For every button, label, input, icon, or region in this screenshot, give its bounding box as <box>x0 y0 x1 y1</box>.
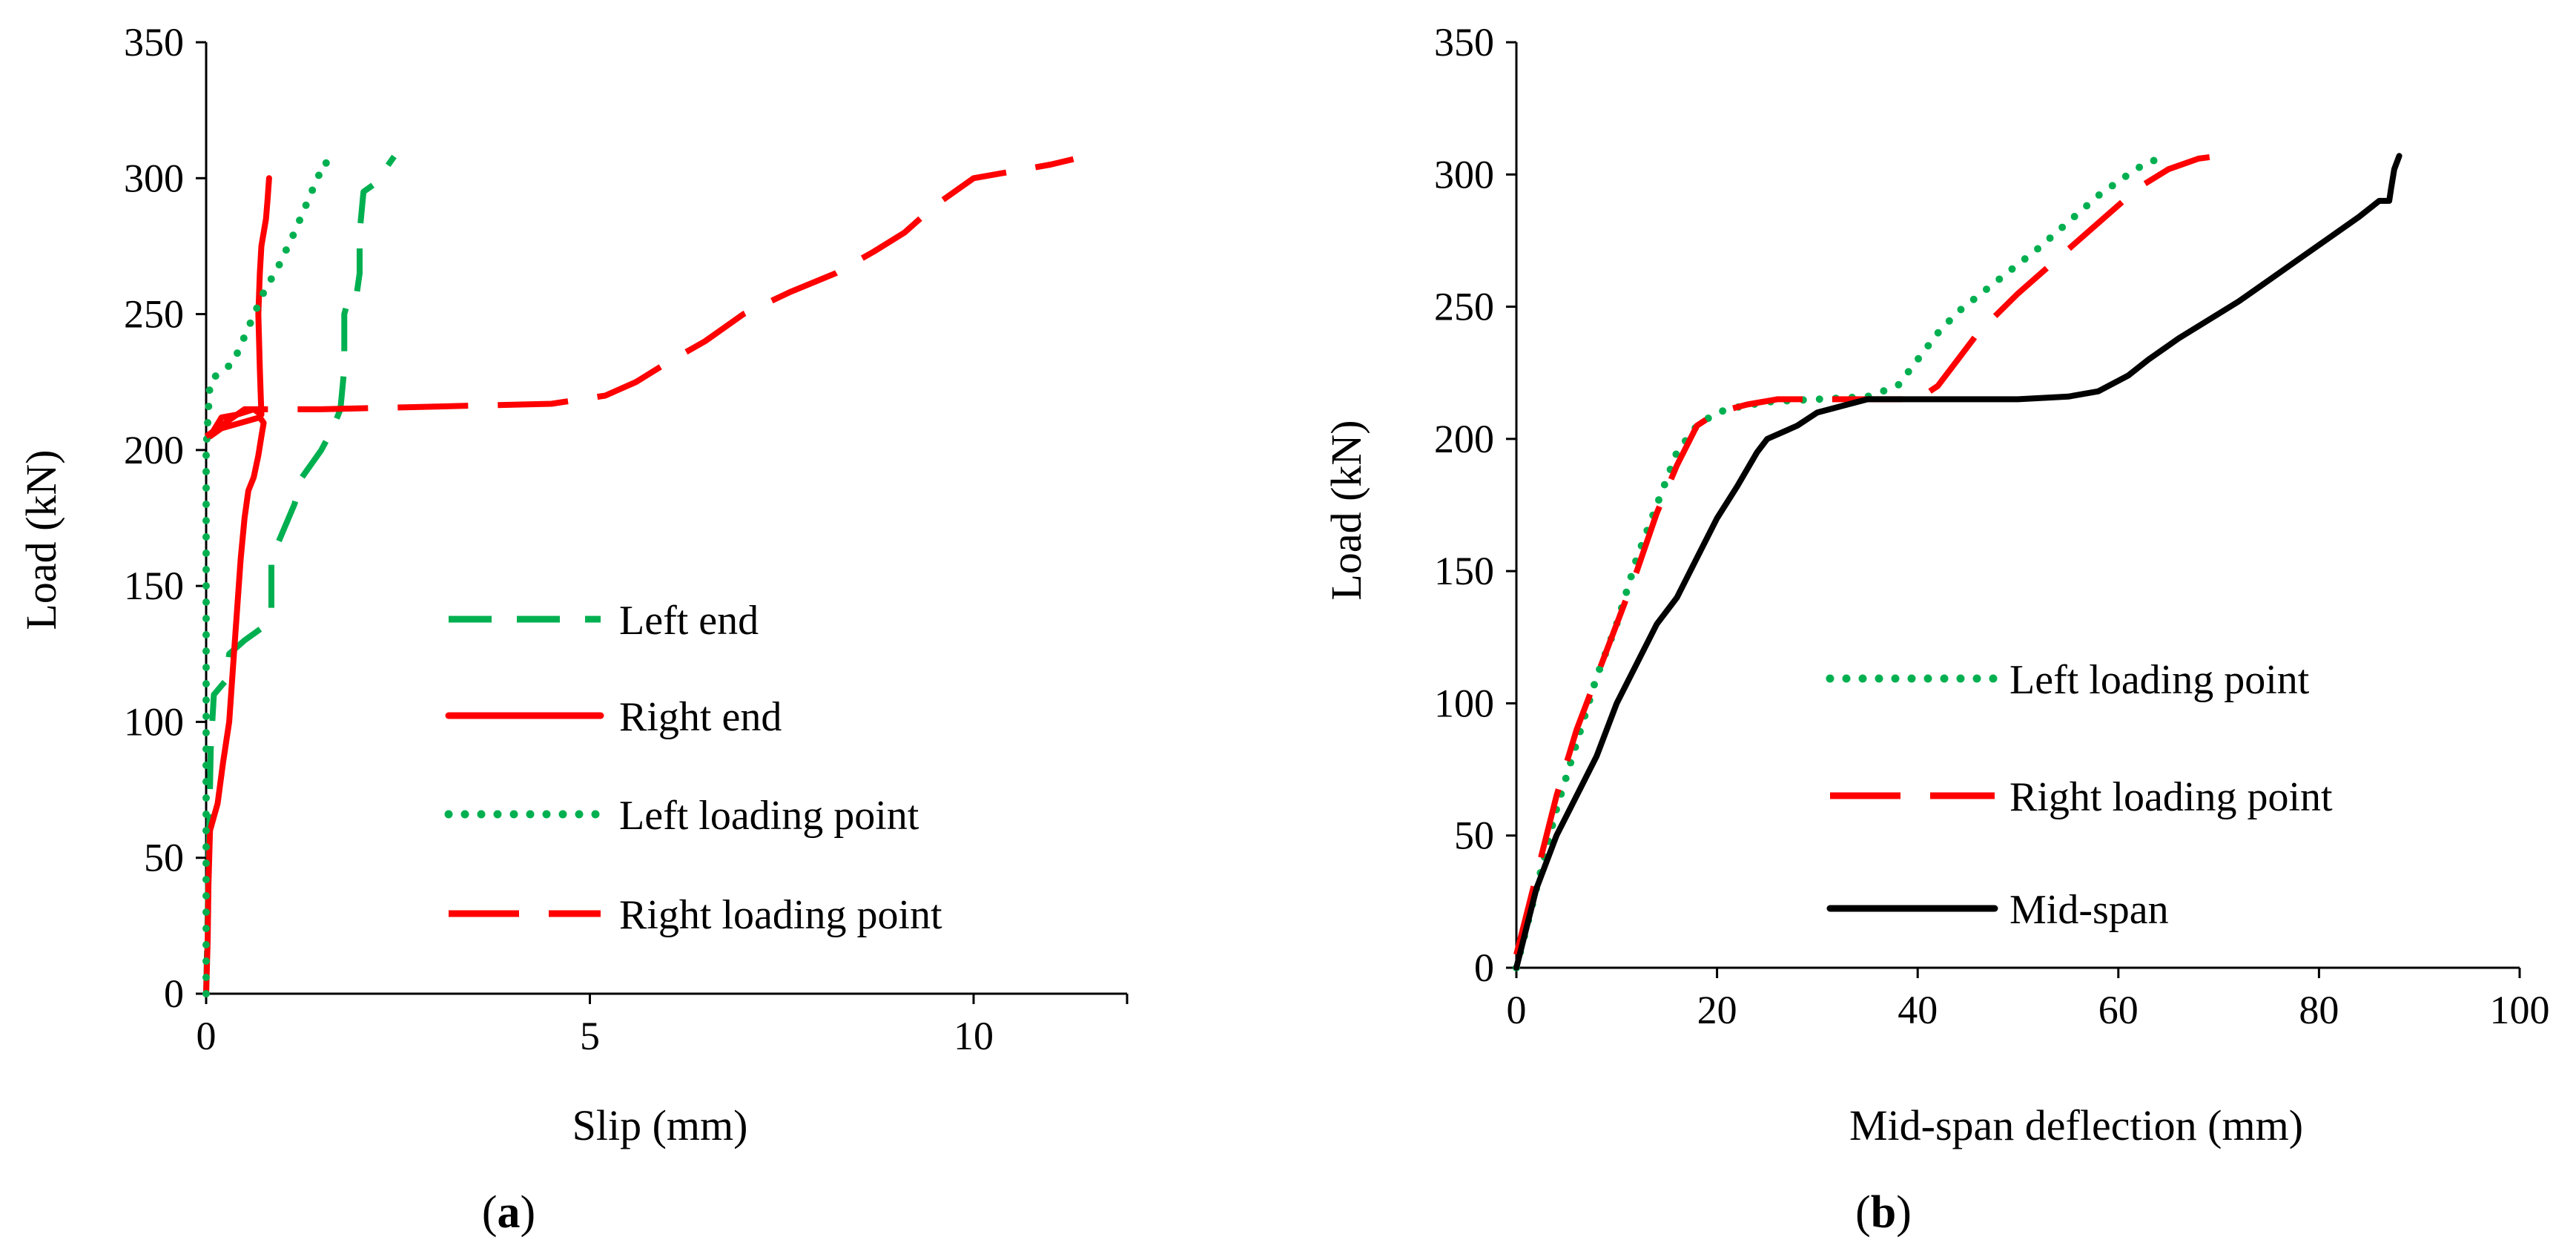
chart-b-series-right-loading-point <box>1513 153 2219 956</box>
chart-a-legend-label-left-loading-point: Left loading point <box>619 793 919 839</box>
chart-a-xtick-label: 10 <box>954 1014 994 1058</box>
chart-a-ylabel: Load (kN) <box>17 449 65 630</box>
chart-a-series-right-loading-point <box>204 156 1074 439</box>
chart-b-xtick-label: 100 <box>2490 988 2550 1032</box>
chart-b-xlabel: Mid-span deflection (mm) <box>1849 1101 2303 1149</box>
chart-a-ytick-label: 350 <box>124 20 184 65</box>
chart-a-ytick-label: 300 <box>124 156 184 200</box>
chart-b-plot-area: 0 50 100 150 200 250 300 350 0 20 40 60 80 100 <box>1434 20 2550 1032</box>
chart-b-legend-label-left-loading-point: Left loading point <box>2009 657 2310 703</box>
chart-b-legend-label-right-loading-point: Right loading point <box>2009 774 2333 820</box>
chart-b-xtick-label: 20 <box>1697 988 1737 1032</box>
chart-b-ytick-label: 150 <box>1434 549 1494 593</box>
chart-a-ytick-label: 50 <box>144 836 184 880</box>
chart-a: 0 50 100 150 200 250 300 350 0 5 10 Left end Right… <box>17 20 1129 1238</box>
chart-b-ytick-label: 300 <box>1434 152 1494 197</box>
chart-b-ytick-label: 0 <box>1474 946 1494 990</box>
chart-b-xtick-label: 40 <box>1898 988 1938 1032</box>
chart-a-xtick-label: 5 <box>580 1014 600 1058</box>
chart-a-xlabel: Slip (mm) <box>572 1101 748 1149</box>
chart-a-legend-label-right-loading-point: Right loading point <box>619 892 942 938</box>
chart-a-series-left-end <box>203 154 397 994</box>
chart-b-ytick-label: 100 <box>1434 681 1494 725</box>
chart-a-ytick-label: 0 <box>164 971 184 1016</box>
chart-b-panel-label: (b) <box>1855 1187 1912 1238</box>
chart-b-ytick-label: 350 <box>1434 20 1494 65</box>
chart-b: 0 50 100 150 200 250 300 350 0 20 40 60 80 100 Left l… <box>1322 20 2550 1238</box>
chart-a-ytick-label: 250 <box>124 292 184 337</box>
chart-a-legend-label-left-end: Left end <box>619 598 759 644</box>
chart-a-xtick-label: 0 <box>196 1014 217 1058</box>
chart-a-series-right-end <box>203 175 272 997</box>
chart-b-ytick-label: 250 <box>1434 285 1494 329</box>
chart-b-ylabel: Load (kN) <box>1322 420 1370 600</box>
chart-a-plot-area: 0 50 100 150 200 250 300 350 0 5 10 <box>124 20 1129 1058</box>
chart-b-series-left-loading-point <box>1513 154 2173 971</box>
chart-a-ytick-label: 150 <box>124 564 184 608</box>
chart-b-xtick-label: 0 <box>1507 988 1527 1032</box>
chart-a-ytick-label: 200 <box>124 428 184 472</box>
chart-b-xtick-label: 60 <box>2098 988 2139 1032</box>
chart-a-legend-label-right-end: Right end <box>619 694 782 740</box>
chart-a-panel-label: (a) <box>482 1187 535 1238</box>
chart-a-legend: Left end Right end Left loading point Ri… <box>444 598 942 938</box>
chart-b-ytick-label: 50 <box>1454 814 1494 858</box>
chart-b-legend: Left loading point Right loading point M… <box>1826 657 2333 933</box>
chart-b-xtick-label: 80 <box>2299 988 2339 1032</box>
chart-b-legend-label-mid-span: Mid-span <box>2009 887 2169 933</box>
chart-a-ytick-label: 100 <box>124 699 184 744</box>
chart-b-series-mid-span <box>1513 153 2402 971</box>
chart-b-ytick-label: 200 <box>1434 417 1494 461</box>
chart-a-series-left-loading-point <box>202 158 337 997</box>
